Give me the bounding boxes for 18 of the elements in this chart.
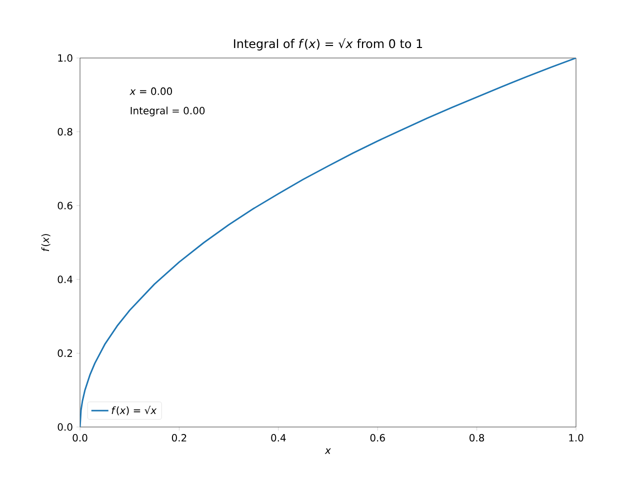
x-tick-label: 0.2 bbox=[172, 434, 186, 442]
x-tick-label: 0.8 bbox=[470, 434, 484, 442]
x-tick-label: 0.4 bbox=[271, 434, 286, 442]
y-tick-label: 0.0 bbox=[58, 423, 72, 431]
y-tick-label: 0.8 bbox=[58, 128, 72, 136]
annotation: x = 0.00 bbox=[130, 87, 172, 95]
y-tick-label: 1.0 bbox=[58, 54, 72, 62]
y-tick-label: 0.4 bbox=[58, 276, 72, 284]
y-tick-label: 0.6 bbox=[58, 202, 72, 210]
chart-title: Integral of f(x) = √x from 0 to 1 bbox=[234, 38, 422, 50]
x-axis-title: x bbox=[324, 448, 331, 454]
x-tick-label: 1.0 bbox=[569, 434, 584, 442]
x-tick-label: 0.6 bbox=[370, 434, 385, 442]
y-axis-title: f(x) bbox=[41, 234, 50, 252]
x-tick-label: 0.0 bbox=[72, 434, 88, 442]
y-tick-label: 0.2 bbox=[58, 349, 72, 357]
annotation: Integral = 0.00 bbox=[130, 106, 205, 116]
legend-label: f(x) = √x bbox=[112, 406, 157, 416]
